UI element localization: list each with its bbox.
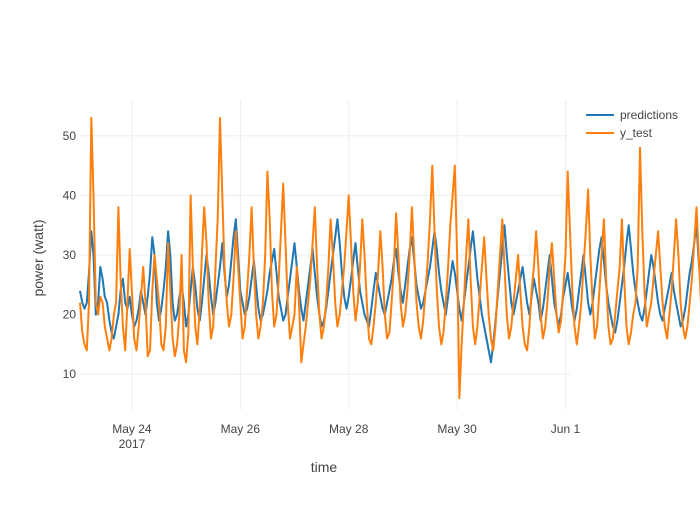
y-axis-label: power (watt): [30, 219, 46, 296]
series-line-y-test[interactable]: [79, 116, 700, 400]
plot-area[interactable]: [79, 116, 700, 400]
legend-label-y-test: y_test: [620, 126, 653, 140]
y-tick-label: 40: [63, 188, 77, 202]
x-tick-label-year: 2017: [119, 437, 146, 451]
y-tick-label: 50: [63, 129, 77, 143]
legend-item-predictions[interactable]: predictions: [586, 108, 678, 122]
legend-item-y-test[interactable]: y_test: [586, 126, 653, 140]
x-tick-label: May 28: [329, 422, 369, 436]
legend-label-predictions: predictions: [620, 108, 678, 122]
x-axis-label: time: [311, 459, 338, 475]
y-axis-ticks: 10 20 30 40 50: [63, 129, 77, 381]
y-tick-label: 20: [63, 308, 77, 322]
legend[interactable]: predictions y_test: [586, 108, 678, 140]
x-tick-label: May 30: [437, 422, 477, 436]
x-tick-label: May 26: [221, 422, 261, 436]
y-tick-label: 30: [63, 248, 77, 262]
x-tick-label: Jun 1: [551, 422, 581, 436]
series-line-predictions[interactable]: [79, 218, 700, 364]
x-tick-label: May 24: [112, 422, 152, 436]
y-tick-label: 10: [63, 367, 77, 381]
